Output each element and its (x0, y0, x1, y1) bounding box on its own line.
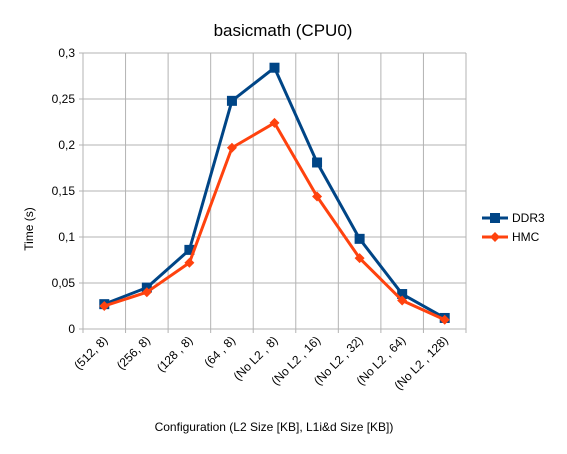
gridlines (79, 52, 467, 333)
legend-item-ddr3: DDR3 (482, 211, 545, 225)
x-axis-ticks: (512, 8) (256, 8) (128 , 8) (64 , 8)(No L2 … (71, 333, 451, 392)
data-point (141, 287, 152, 298)
data-point (397, 295, 408, 306)
chart-title: basicmath (CPU0) (214, 21, 353, 40)
data-point (226, 95, 237, 106)
data-point (269, 62, 280, 73)
series-ddr3 (99, 62, 450, 323)
data-point (312, 191, 323, 202)
y-tick-label: 0,2 (58, 138, 75, 152)
series-line (103, 66, 446, 320)
x-tick-label: (128 , 8) (154, 333, 196, 375)
data-point (312, 157, 323, 168)
y-tick-label: 0,15 (52, 184, 76, 198)
data-point (269, 117, 280, 128)
x-tick-label: (512, 8) (71, 333, 110, 372)
x-axis-label: Configuration (L2 Size [KB], L1i&d Size … (155, 420, 394, 434)
data-point (354, 233, 365, 244)
data-point (439, 314, 450, 325)
y-axis-label: Time (s) (22, 207, 36, 251)
data-point (226, 142, 237, 153)
legend-label: HMC (512, 230, 540, 244)
series-lines (99, 62, 450, 325)
data-point (397, 289, 408, 300)
x-tick-label: (256, 8) (114, 333, 153, 372)
legend: DDR3 HMC (482, 211, 545, 244)
y-tick-label: 0 (68, 322, 75, 336)
series-line (103, 121, 446, 322)
series-hmc (99, 117, 450, 325)
data-point (490, 213, 500, 223)
data-point (354, 253, 365, 264)
y-tick-label: 0,25 (52, 92, 76, 106)
y-tick-label: 0,05 (52, 276, 76, 290)
legend-label: DDR3 (512, 211, 545, 225)
y-tick-label: 0,1 (58, 230, 75, 244)
data-point (490, 232, 500, 242)
y-tick-label: 0,3 (58, 46, 75, 60)
legend-item-hmc: HMC (482, 230, 540, 244)
data-point (184, 244, 195, 255)
data-point (184, 257, 195, 268)
data-point (99, 301, 110, 311)
x-tick-label: (64 , 8) (201, 333, 238, 370)
y-axis-ticks: 0 0,05 0,1 0,15 0,2 0,25 0,3 (52, 46, 76, 336)
